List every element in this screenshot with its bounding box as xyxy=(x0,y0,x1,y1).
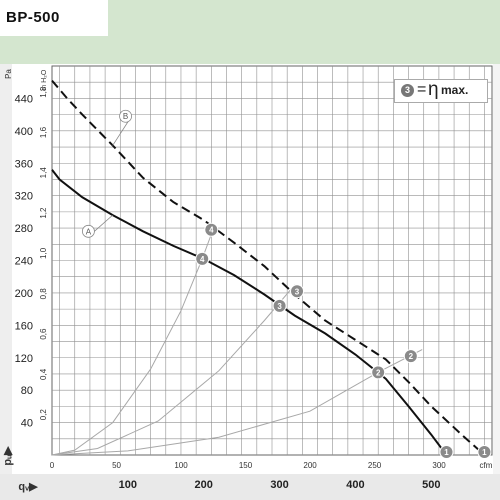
operating-point-label: 3 xyxy=(295,287,300,296)
chart-grid xyxy=(51,65,493,456)
y-tick-label-pa: 80 xyxy=(21,385,33,397)
y-tick-label-inh2o: 1,4 xyxy=(39,167,48,179)
operating-point-label: 2 xyxy=(409,352,414,361)
x-tick-label-cfm: 250 xyxy=(368,461,382,470)
curve-label-badge xyxy=(119,109,132,123)
legend-equals: = xyxy=(417,81,427,98)
operating-point-marker xyxy=(439,445,454,459)
operating-point-label: 1 xyxy=(482,448,487,457)
curve-label-leader xyxy=(94,214,113,232)
y-tick-label-pa: 280 xyxy=(15,223,33,235)
bottom-axis-strip xyxy=(0,474,500,500)
operating-point-label: 4 xyxy=(209,226,214,235)
title-tab: BP-500 xyxy=(0,0,108,36)
y-tick-label-pa: 40 xyxy=(21,418,33,430)
operating-point-marker xyxy=(195,251,210,266)
y-tick-label-inh2o: 1,2 xyxy=(39,207,48,219)
fan-curve-b xyxy=(51,79,486,456)
x-tick-label-m3h: 300 xyxy=(270,479,288,491)
x-tick-label-cfm: 0 xyxy=(50,461,55,470)
y-tick-label-inh2o: 1,6 xyxy=(39,126,48,138)
curve-label-a: A xyxy=(86,227,92,236)
operating-point-label: 4 xyxy=(200,255,205,264)
y-axis-unit-pa: Pa xyxy=(4,69,13,79)
y-tick-label-pa: 400 xyxy=(15,126,33,138)
x-tick-label-m3h: 400 xyxy=(346,479,364,491)
operating-point-marker xyxy=(477,445,492,459)
operating-point-marker xyxy=(290,284,305,299)
x-tick-label-m3h: 500 xyxy=(422,479,440,491)
x-tick-label-m3h: 200 xyxy=(195,479,213,491)
fan-curves: AB xyxy=(51,79,486,456)
y-tick-label-inh2o: 0,4 xyxy=(39,368,48,380)
curve-label-badge xyxy=(82,224,95,238)
y-tick-label-pa: 240 xyxy=(15,256,33,268)
x-tick-label-m3h: 100 xyxy=(119,479,137,491)
x-tick-label-cfm: 50 xyxy=(112,461,121,470)
x-tick-label-cfm: 200 xyxy=(303,461,317,470)
legend-max-label: max. xyxy=(441,83,469,97)
operating-point-marker xyxy=(371,365,386,380)
x-axis-unit-cfm: cfm xyxy=(480,461,493,470)
right-margin-strip xyxy=(493,64,500,474)
y-tick-label-inh2o: 0,6 xyxy=(39,328,48,340)
y-tick-label-inh2o: 0,2 xyxy=(39,409,48,421)
x-tick-label-cfm: 300 xyxy=(432,461,446,470)
operating-point-marker xyxy=(403,349,418,364)
y-tick-label-pa: 360 xyxy=(15,158,33,170)
operating-point-marker xyxy=(272,298,287,313)
operating-point-label: 3 xyxy=(277,302,282,311)
y-tick-label-inh2o: 1,0 xyxy=(39,247,48,259)
y-tick-label-inh2o: 1,8 xyxy=(39,86,48,98)
y-tick-label-pa: 120 xyxy=(15,353,33,365)
x-tick-label-cfm: 150 xyxy=(239,461,253,470)
legend-eta-symbol: η xyxy=(428,79,439,100)
y-axis-label: pᵤ▶ xyxy=(2,446,14,466)
operating-point-label: 1 xyxy=(444,448,449,457)
y-axis-unit-inh2o: in H₂O xyxy=(41,69,48,90)
y-tick-label-pa: 200 xyxy=(15,288,33,300)
legend: 3 = η max. xyxy=(394,79,488,103)
y-tick-label-inh2o: 0,8 xyxy=(39,288,48,300)
axis-labels: 100 200 300 400 500 qᵥ▶ 0 50 100 150 200 250 300 cfm 4… xyxy=(2,69,493,493)
y-tick-label-pa: 160 xyxy=(15,320,33,332)
fan-curve-a xyxy=(51,169,448,456)
operating-point-label: 2 xyxy=(376,368,381,377)
page-title: BP-500 xyxy=(6,9,60,26)
operating-point-markers: 1 1 2 2 3 3 4 4 xyxy=(195,222,492,459)
y-tick-label-pa: 320 xyxy=(15,191,33,203)
system-curve xyxy=(51,349,423,456)
x-tick-label-cfm: 100 xyxy=(174,461,188,470)
legend-marker: 3 xyxy=(401,84,414,97)
curve-label-b: B xyxy=(123,112,128,121)
y-tick-label-pa: 440 xyxy=(15,93,33,105)
operating-point-marker xyxy=(204,222,219,237)
x-axis-label: qᵥ▶ xyxy=(18,481,38,493)
left-axis-strip xyxy=(0,64,12,474)
system-curve xyxy=(51,284,296,456)
